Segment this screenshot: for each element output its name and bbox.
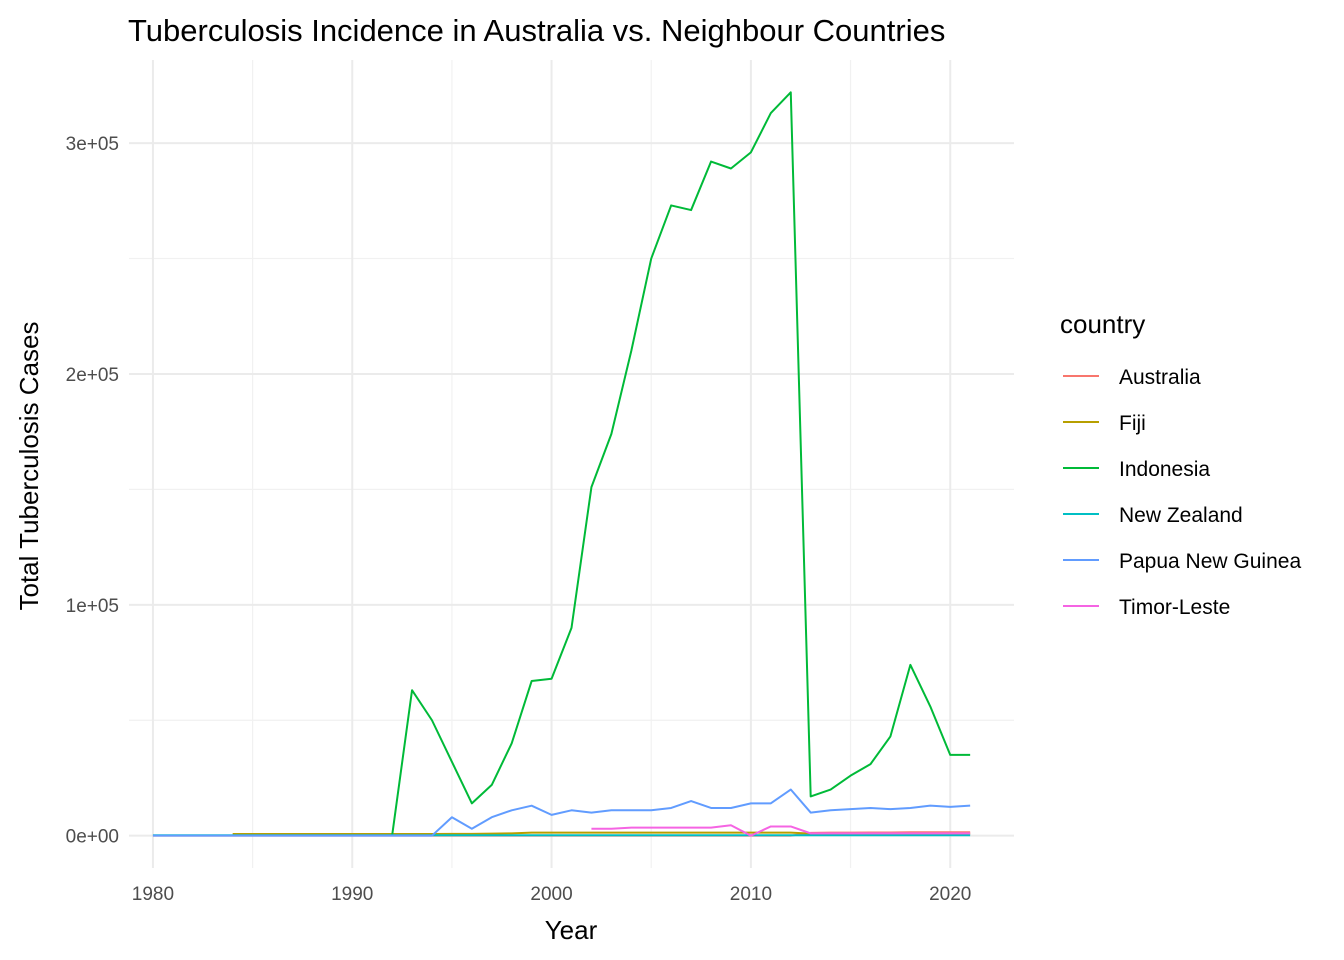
y-tick-label: 3e+05	[66, 134, 119, 155]
series-line-indonesia	[391, 91, 971, 836]
x-tick-label: 1990	[331, 884, 373, 905]
y-axis-tick-labels: 0e+00 1e+05 2e+05 3e+05	[66, 134, 119, 848]
major-gridlines	[129, 60, 1014, 868]
x-axis-tick-labels: 1980 1990 2000 2010 2020	[132, 884, 972, 905]
x-tick-label: 2020	[929, 884, 971, 905]
legend-label: Timor-Leste	[1119, 596, 1230, 619]
chart-title: Tuberculosis Incidence in Australia vs. …	[128, 13, 945, 48]
series-lines	[152, 91, 971, 837]
legend-label: Papua New Guinea	[1119, 550, 1301, 573]
x-axis-title: Year	[545, 915, 598, 945]
legend-label: Fiji	[1119, 412, 1146, 435]
legend: country Australia Fiji Indonesia New Zealan…	[1060, 309, 1301, 619]
x-tick-label: 2000	[530, 884, 572, 905]
y-tick-label: 0e+00	[66, 827, 119, 848]
legend-label: Australia	[1119, 366, 1201, 389]
series-line-papua-new-guinea	[152, 788, 971, 837]
legend-title: country	[1060, 309, 1145, 339]
y-axis-title: Total Tuberculosis Cases	[14, 321, 44, 610]
legend-label: New Zealand	[1119, 504, 1243, 527]
x-tick-label: 2010	[730, 884, 772, 905]
y-tick-label: 2e+05	[66, 365, 119, 386]
series-line-timor-leste	[591, 824, 971, 837]
x-tick-label: 1980	[132, 884, 174, 905]
legend-label: Indonesia	[1119, 458, 1210, 481]
minor-gridlines	[129, 60, 1014, 868]
y-tick-label: 1e+05	[66, 596, 119, 617]
